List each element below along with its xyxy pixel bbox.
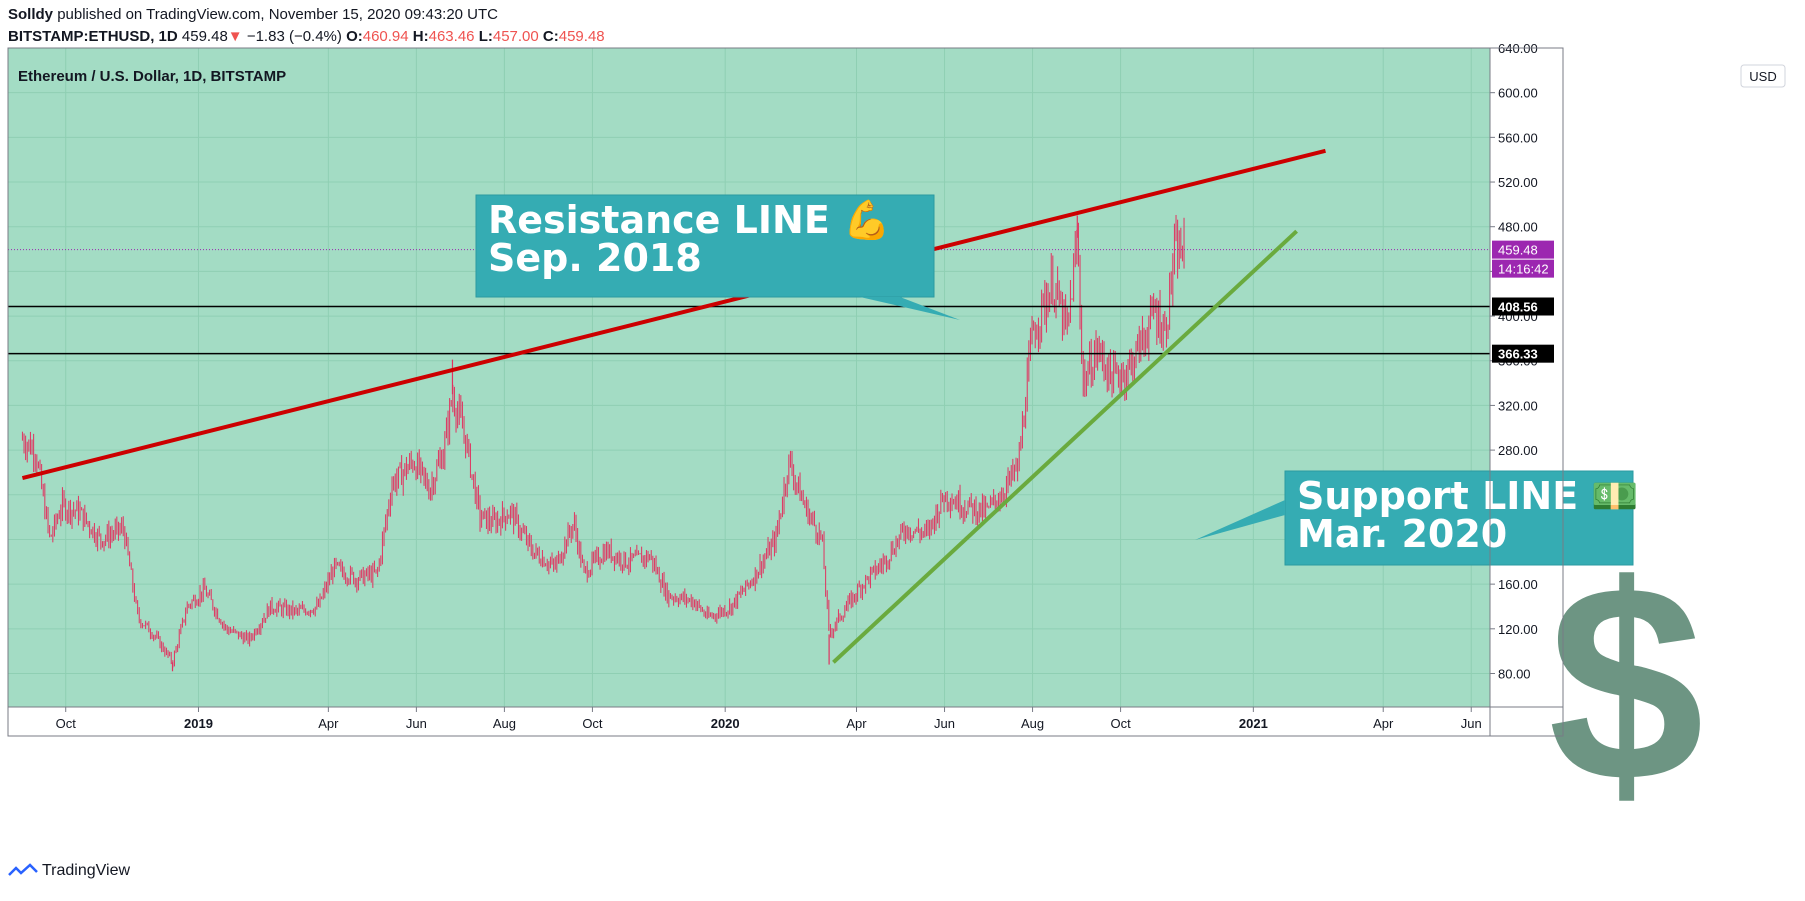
- down-arrow-icon: ▼: [227, 28, 243, 45]
- author-name[interactable]: Solldy: [8, 6, 54, 23]
- x-tick-label: Jun: [1461, 716, 1482, 731]
- x-tick-label: Apr: [1373, 716, 1394, 731]
- resistance-line: [21, 148, 1326, 480]
- open-value: 460.94: [362, 28, 409, 45]
- chart-frame: [7, 47, 1564, 737]
- chart-title: Ethereum / U.S. Dollar, 1D, BITSTAMP: [18, 68, 286, 85]
- y-tick-label: 280.00: [1498, 443, 1538, 458]
- x-tick-label: Oct: [56, 716, 77, 731]
- resistance-callout-pointer: [860, 297, 960, 320]
- countdown-badge: [1492, 259, 1554, 278]
- support-callout-title: Support LINE 💵: [1297, 474, 1639, 518]
- x-tick-label: Apr: [846, 716, 867, 731]
- last-price-label: 459.48: [1498, 243, 1538, 258]
- price-change: −1.83 (−0.4%): [246, 28, 342, 45]
- x-tick-label: Oct: [582, 716, 603, 731]
- level-badge: [1492, 344, 1554, 363]
- x-tick-label: Jun: [406, 716, 427, 731]
- low-value: 457.00: [492, 28, 539, 45]
- published-date: published on TradingView.com, November 1…: [57, 6, 499, 23]
- high-label: H:: [412, 28, 429, 45]
- publish-info: Solldy published on TradingView.com, Nov…: [8, 6, 498, 23]
- level-label: 408.56: [1498, 300, 1538, 315]
- candles: [21, 214, 1185, 672]
- support-callout-box: [1284, 470, 1634, 566]
- close-label: C:: [542, 28, 559, 45]
- y-tick-label: 600.00: [1498, 86, 1538, 101]
- support-callout: Support LINE 💵Mar. 2020: [1195, 470, 1639, 566]
- x-tick-label: Oct: [1110, 716, 1131, 731]
- y-tick-label: 320.00: [1498, 398, 1538, 413]
- footer: TradingView: [8, 862, 130, 880]
- y-tick-label: 520.00: [1498, 175, 1538, 190]
- level-badge: [1492, 297, 1554, 316]
- x-tick-label: Jun: [934, 716, 955, 731]
- y-tick-label: 480.00: [1498, 220, 1538, 235]
- x-tick-label: 2019: [184, 716, 213, 731]
- y-tick-label: 160.00: [1498, 577, 1538, 592]
- y-tick-label: 120.00: [1498, 622, 1538, 637]
- dollar-watermark: $: [1548, 528, 1704, 840]
- x-tick-label: 2020: [711, 716, 740, 731]
- resistance-callout-emoji-icon: 💪: [843, 198, 890, 242]
- support-callout-pointer: [1195, 500, 1285, 540]
- level-label: 366.33: [1498, 347, 1538, 362]
- close-value: 459.48: [558, 28, 605, 45]
- low-label: L:: [478, 28, 493, 45]
- countdown-label: 14:16:42: [1498, 262, 1549, 277]
- high-value: 463.46: [428, 28, 475, 45]
- symbol: BITSTAMP:ETHUSD, 1D: [8, 28, 178, 45]
- plot-area: [8, 48, 1490, 707]
- support-line: [832, 229, 1298, 664]
- x-tick-label: Aug: [493, 716, 516, 731]
- x-tick-label: Aug: [1021, 716, 1044, 731]
- y-tick-label: 80.00: [1498, 666, 1531, 681]
- open-label: O:: [346, 28, 363, 45]
- y-tick-label: 560.00: [1498, 130, 1538, 145]
- price-axis: [1490, 48, 1563, 736]
- x-tick-label: 2021: [1239, 716, 1268, 731]
- last-price-badge: [1492, 240, 1554, 259]
- resistance-callout-subtitle: Sep. 2018: [488, 236, 702, 280]
- last-price: 459.48: [181, 28, 228, 45]
- tradingview-brand[interactable]: TradingView: [42, 862, 131, 879]
- time-axis: [8, 707, 1490, 736]
- x-tick-label: Apr: [318, 716, 339, 731]
- resistance-callout: Resistance LINE 💪Sep. 2018: [475, 194, 960, 320]
- support-callout-emoji-icon: 💵: [1591, 474, 1638, 518]
- support-callout-subtitle: Mar. 2020: [1297, 512, 1507, 556]
- currency-badge: [1740, 64, 1786, 88]
- tradingview-logo-icon[interactable]: [8, 862, 38, 880]
- currency-label: USD: [1749, 69, 1776, 84]
- resistance-callout-box: [475, 194, 935, 298]
- resistance-callout-title: Resistance LINE 💪: [488, 198, 890, 242]
- symbol-info: BITSTAMP:ETHUSD, 1D 459.48▼ −1.83 (−0.4%…: [8, 28, 605, 45]
